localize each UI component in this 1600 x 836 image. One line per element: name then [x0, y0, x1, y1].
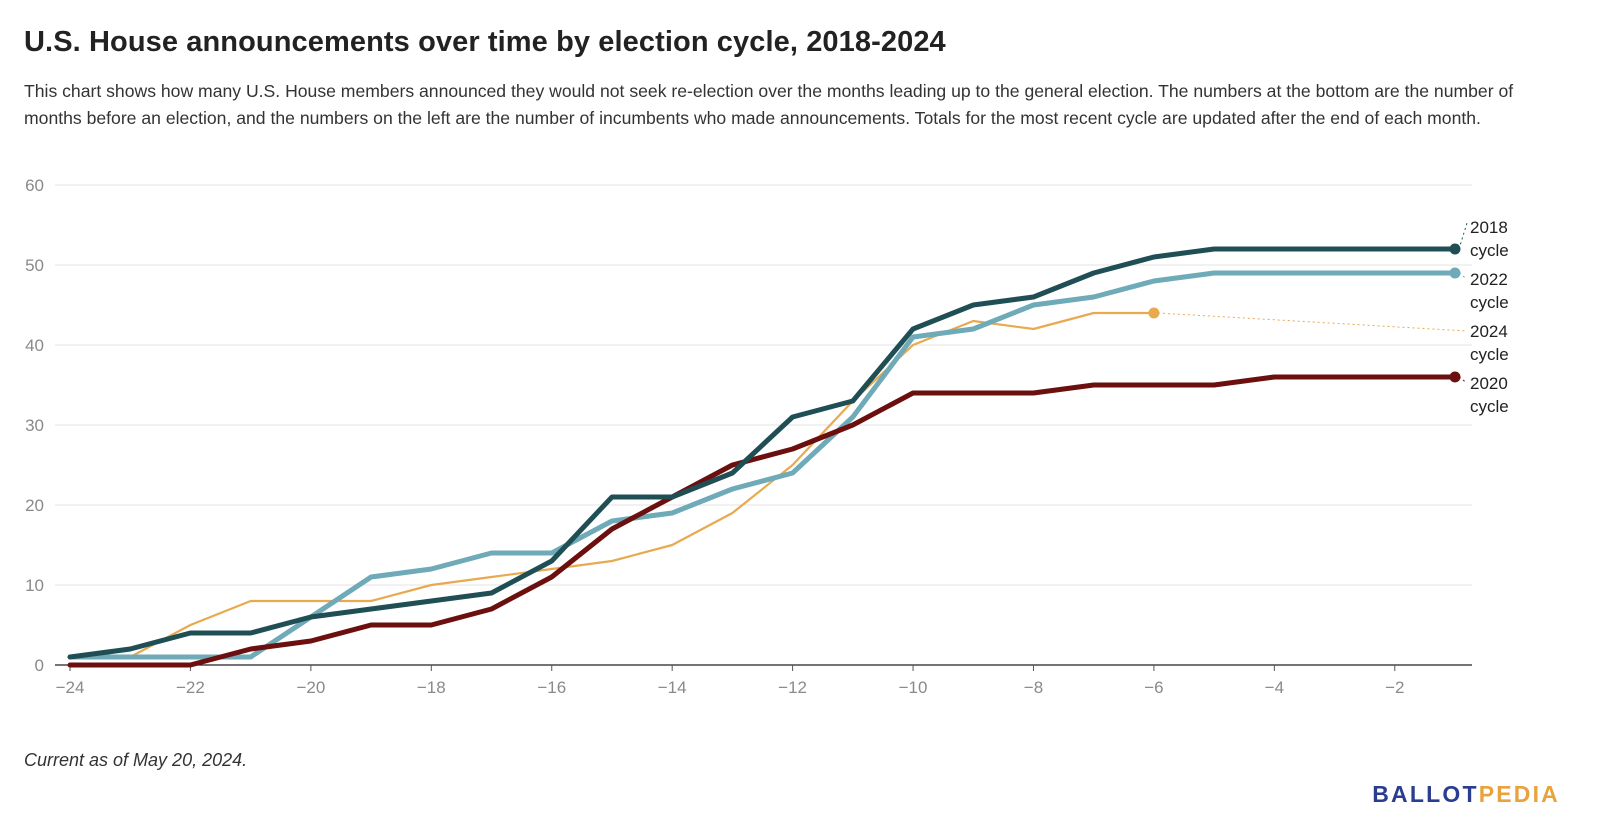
- x-tick-label: −12: [778, 678, 807, 697]
- series-label-2018-cycle: 2018: [1470, 218, 1508, 237]
- x-axis-ticks: −24 −22 −20 −18 −16 −14 −12 −10 −8 −6 −4 −2: [56, 665, 1404, 697]
- y-tick-label: 30: [25, 416, 44, 435]
- y-tick-label: 10: [25, 576, 44, 595]
- y-tick-label: 20: [25, 496, 44, 515]
- y-tick-label: 0: [35, 656, 44, 675]
- x-tick-label: −4: [1265, 678, 1284, 697]
- ballotpedia-logo[interactable]: BALLOTPEDIA: [1372, 781, 1560, 808]
- series-labels: 2024 cycle 2022 cycle 2020 cycle 2018 cycle: [1157, 218, 1509, 416]
- gridlines: [55, 184, 1472, 666]
- x-tick-label: −2: [1385, 678, 1404, 697]
- x-tick-label: −8: [1024, 678, 1043, 697]
- x-tick-label: −20: [296, 678, 325, 697]
- series-lines: [67, 243, 1461, 668]
- x-tick-label: −6: [1144, 678, 1163, 697]
- logo-part-ballot: BALLOT: [1372, 781, 1479, 807]
- series-label-2020-cycle: cycle: [1470, 397, 1509, 416]
- x-tick-label: −24: [56, 678, 85, 697]
- series-label-2022-cycle: 2022: [1470, 270, 1508, 289]
- series-end-point-2022-cycle: [1449, 267, 1461, 279]
- label-leader-2020-cycle: [1458, 376, 1468, 384]
- y-tick-label: 40: [25, 336, 44, 355]
- x-tick-label: −18: [417, 678, 446, 697]
- series-end-point-2020-cycle: [1449, 371, 1461, 383]
- series-label-2018-cycle: cycle: [1470, 241, 1509, 260]
- x-tick-label: −16: [537, 678, 566, 697]
- series-line-2018-cycle: [67, 246, 1458, 660]
- series-label-2022-cycle: cycle: [1470, 293, 1509, 312]
- label-leader-2018-cycle: [1458, 222, 1468, 250]
- x-tick-label: −22: [176, 678, 205, 697]
- series-end-point-2018-cycle: [1449, 243, 1461, 255]
- y-tick-label: 50: [25, 256, 44, 275]
- chart-subtitle: This chart shows how many U.S. House mem…: [24, 81, 1514, 128]
- label-leader-2022-cycle: [1458, 272, 1468, 280]
- label-leader-2024-cycle: [1157, 312, 1468, 332]
- series-line-2024-cycle: [68, 311, 1156, 659]
- y-tick-label: 60: [25, 176, 44, 195]
- series-line-2020-cycle: [67, 374, 1458, 668]
- logo-part-pedia: PEDIA: [1478, 781, 1560, 807]
- chart-title: U.S. House announcements over time by el…: [24, 26, 946, 58]
- x-tick-label: −14: [658, 678, 687, 697]
- series-label-2024-cycle: 2024: [1470, 322, 1508, 341]
- series-end-point-2024-cycle: [1148, 307, 1160, 319]
- series-label-2024-cycle: cycle: [1470, 345, 1509, 364]
- footnote: Current as of May 20, 2024.: [24, 750, 248, 770]
- y-axis-ticks: 0 10 20 30 40 50 60: [25, 176, 44, 675]
- series-line-2022-cycle: [67, 270, 1458, 660]
- x-tick-label: −10: [899, 678, 928, 697]
- series-label-2020-cycle: 2020: [1470, 374, 1508, 393]
